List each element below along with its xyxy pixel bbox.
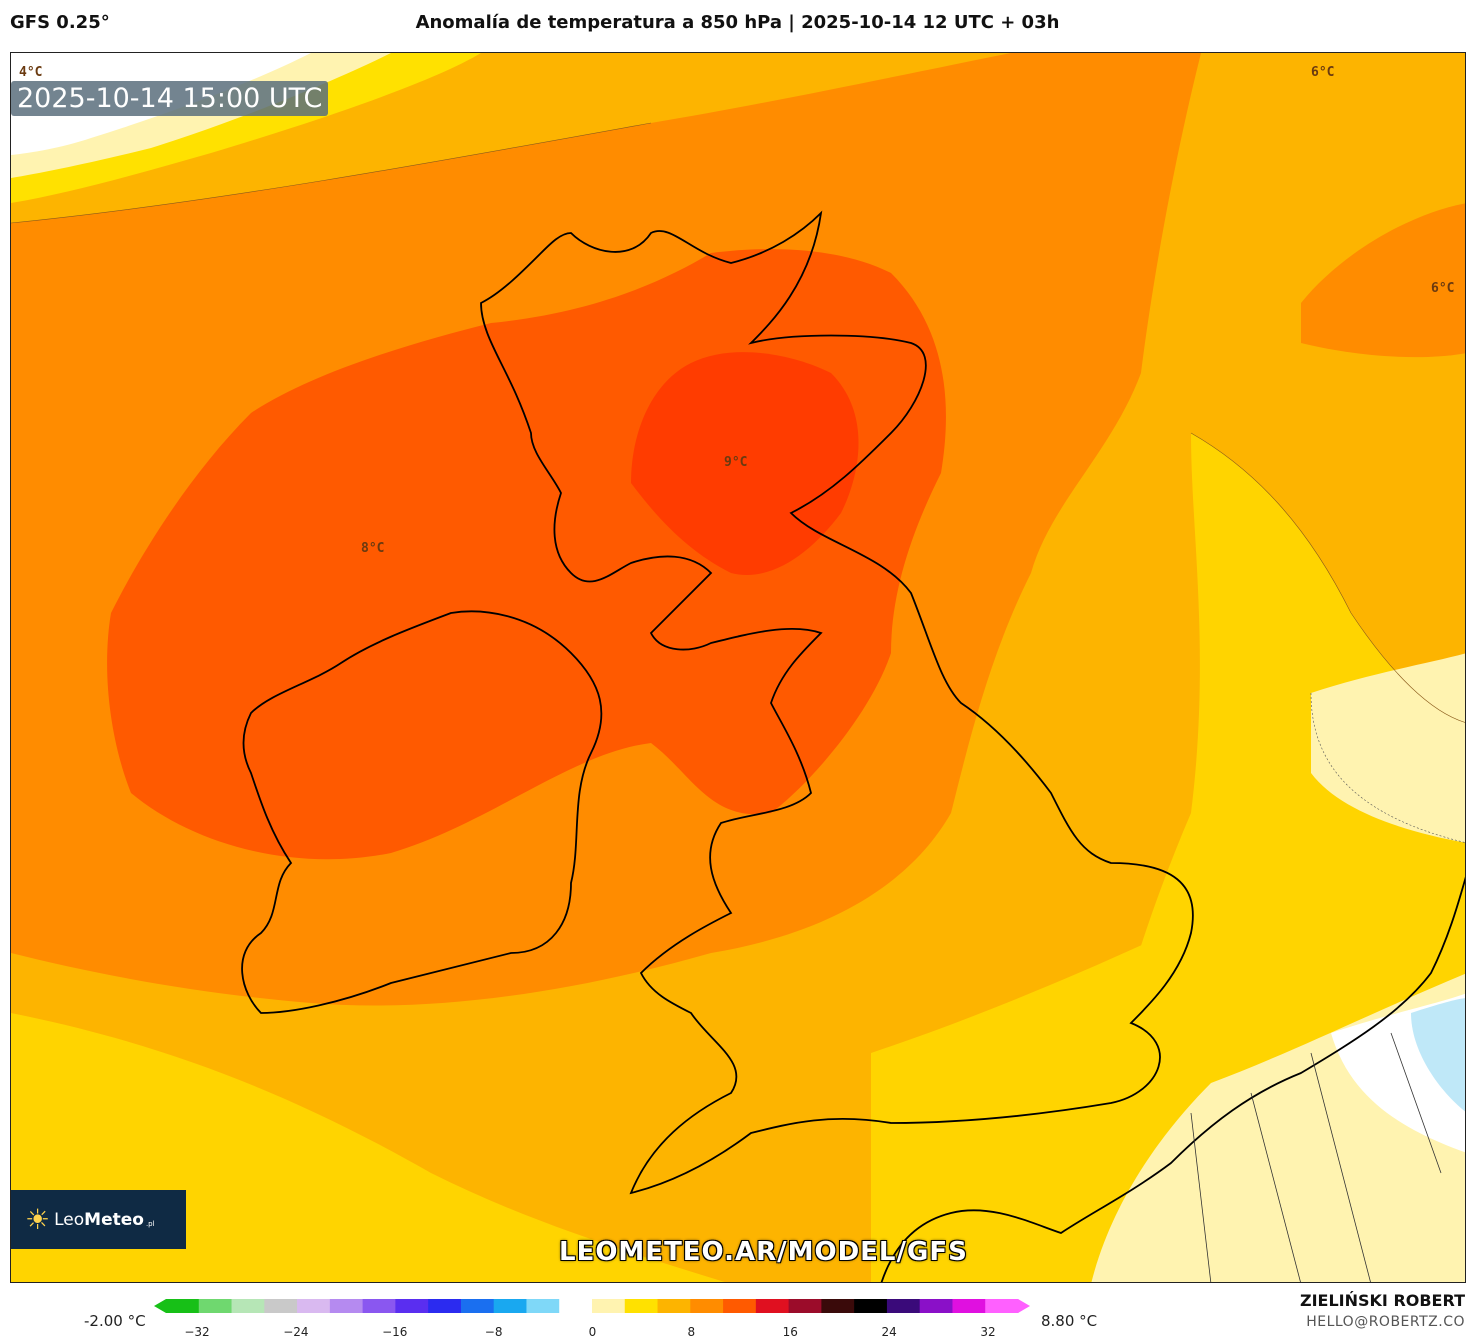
colorbar-segment — [624, 1299, 659, 1313]
colorbar-segment — [362, 1299, 396, 1313]
contour-label-8c: 8°C — [361, 541, 385, 556]
colorbar-segment — [952, 1299, 986, 1313]
colorbar-tick-label: 0 — [588, 1325, 597, 1339]
colorbar-segment — [329, 1299, 364, 1313]
colorbar-segment — [690, 1299, 724, 1313]
colorbar-tick-label: 8 — [687, 1325, 696, 1339]
colorbar-tick-label: 32 — [980, 1325, 996, 1339]
colorbar-tick-label: −32 — [184, 1325, 210, 1339]
colorbar-segment — [854, 1299, 888, 1313]
colorbar-tick-label: −16 — [382, 1325, 408, 1339]
colorbar-tick-label: 16 — [782, 1325, 798, 1339]
map-title: Anomalía de temperatura a 850 hPa | 2025… — [415, 12, 1060, 33]
colorbar-segment — [919, 1299, 953, 1313]
sun-icon: ☀ — [25, 1203, 51, 1236]
model-label: GFS 0.25° — [10, 12, 110, 33]
logo-name-bold: Meteo — [84, 1209, 144, 1230]
colorbar-tick-label: −8 — [484, 1325, 503, 1339]
colorbar-segment — [592, 1299, 626, 1313]
colorbar-segment — [985, 1299, 1019, 1313]
contour-label-6c-east: 6°C — [1431, 281, 1455, 296]
colorbar-segment — [657, 1299, 691, 1313]
colorbar-segment — [166, 1299, 200, 1313]
colorbar-segment — [264, 1299, 298, 1313]
colorbar-extend-min — [154, 1299, 166, 1313]
logo-name-light: Leo — [54, 1209, 85, 1230]
leometeo-logo: ☀ LeoMeteo .pl — [11, 1190, 186, 1249]
colorbar-min-label: -2.00 °C — [84, 1312, 146, 1330]
colorbar-segment — [198, 1299, 233, 1313]
logo-tld: .pl — [145, 1219, 155, 1228]
author-email: HELLO@ROBERTZ.CO — [1306, 1314, 1465, 1330]
colorbar-segment — [297, 1299, 331, 1313]
anomaly-map: 2025-10-14 15:00 UTC 4°C 6°C 6°C 9°C 8°C… — [10, 52, 1466, 1283]
map-layers — [11, 53, 1465, 1282]
watermark-url: LEOMETEO.AR/MODEL/GFS — [559, 1237, 968, 1267]
colorbar-segment — [723, 1299, 757, 1313]
colorbar-segment — [559, 1299, 593, 1313]
colorbar-max-label: 8.80 °C — [1041, 1312, 1098, 1330]
colorbar-segment — [231, 1299, 265, 1313]
colorbar-extend-max — [1018, 1299, 1030, 1313]
contour-label-9c: 9°C — [724, 455, 748, 470]
colorbar-tick-label: −24 — [283, 1325, 309, 1339]
colorbar-segment — [821, 1299, 855, 1313]
colorbar-segment — [755, 1299, 790, 1313]
contour-label-6c-north: 6°C — [1311, 65, 1335, 80]
colorbar-segment — [886, 1299, 921, 1313]
valid-time-badge: 2025-10-14 15:00 UTC — [11, 81, 329, 116]
colorbar-segment — [460, 1299, 495, 1313]
contour-label-4c: 4°C — [19, 65, 43, 80]
colorbar — [154, 1299, 1030, 1313]
colorbar-segment — [493, 1299, 527, 1313]
colorbar-segment — [395, 1299, 429, 1313]
colorbar-segment — [428, 1299, 462, 1313]
colorbar-segment — [788, 1299, 822, 1313]
colorbar-tick-label: 24 — [881, 1325, 897, 1339]
colorbar-segment — [526, 1299, 560, 1313]
author-name: ZIELIŃSKI ROBERT — [1299, 1291, 1465, 1310]
